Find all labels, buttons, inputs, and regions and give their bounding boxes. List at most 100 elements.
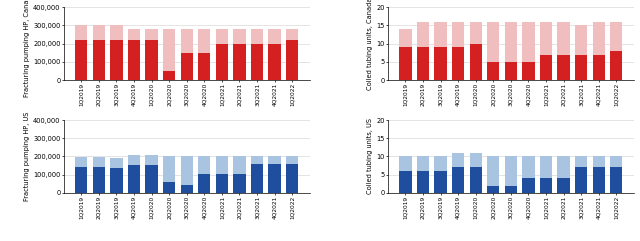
Bar: [110, 168, 123, 193]
Bar: [540, 22, 552, 54]
Bar: [487, 156, 499, 186]
Bar: [234, 29, 246, 44]
Bar: [593, 156, 605, 167]
Bar: [251, 155, 263, 164]
Bar: [93, 40, 105, 80]
Bar: [557, 178, 570, 193]
Bar: [145, 29, 158, 40]
Bar: [75, 157, 88, 167]
Bar: [216, 44, 228, 80]
Bar: [575, 156, 588, 167]
Bar: [269, 155, 281, 164]
Bar: [452, 153, 464, 167]
Bar: [557, 54, 570, 80]
Bar: [110, 40, 123, 80]
Bar: [417, 47, 429, 80]
Bar: [470, 153, 482, 167]
Bar: [145, 165, 158, 193]
Bar: [234, 155, 246, 174]
Bar: [234, 44, 246, 80]
Bar: [145, 154, 158, 165]
Bar: [593, 54, 605, 80]
Bar: [216, 174, 228, 193]
Bar: [128, 165, 140, 193]
Bar: [128, 29, 140, 40]
Bar: [470, 167, 482, 193]
Bar: [487, 186, 499, 193]
Bar: [575, 25, 588, 54]
Bar: [610, 156, 623, 167]
Bar: [251, 44, 263, 80]
Bar: [610, 167, 623, 193]
Bar: [522, 22, 534, 62]
Bar: [557, 22, 570, 54]
Bar: [557, 156, 570, 178]
Y-axis label: Fracturing pumping HP, Canada: Fracturing pumping HP, Canada: [24, 0, 30, 97]
Bar: [269, 164, 281, 193]
Bar: [540, 156, 552, 178]
Bar: [399, 29, 412, 47]
Bar: [575, 167, 588, 193]
Bar: [163, 155, 175, 182]
Bar: [75, 25, 88, 40]
Bar: [286, 29, 298, 40]
Bar: [216, 29, 228, 44]
Bar: [593, 22, 605, 54]
Bar: [180, 155, 193, 185]
Bar: [198, 53, 211, 80]
Bar: [286, 40, 298, 80]
Bar: [163, 29, 175, 71]
Bar: [540, 54, 552, 80]
Bar: [198, 156, 211, 174]
Bar: [93, 25, 105, 40]
Bar: [435, 171, 447, 193]
Bar: [487, 62, 499, 80]
Bar: [435, 22, 447, 47]
Bar: [487, 22, 499, 62]
Bar: [269, 29, 281, 44]
Bar: [452, 167, 464, 193]
Bar: [522, 178, 534, 193]
Bar: [505, 22, 517, 62]
Bar: [180, 185, 193, 193]
Bar: [505, 156, 517, 186]
Bar: [505, 62, 517, 80]
Bar: [435, 47, 447, 80]
Bar: [399, 156, 412, 171]
Bar: [128, 40, 140, 80]
Bar: [435, 156, 447, 171]
Bar: [163, 71, 175, 80]
Bar: [163, 182, 175, 193]
Bar: [128, 154, 140, 165]
Bar: [75, 167, 88, 193]
Bar: [198, 174, 211, 193]
Bar: [286, 155, 298, 164]
Bar: [216, 155, 228, 174]
Bar: [417, 22, 429, 47]
Bar: [234, 174, 246, 193]
Bar: [452, 22, 464, 47]
Bar: [198, 29, 211, 53]
Y-axis label: Coiled tubing units, US: Coiled tubing units, US: [367, 118, 373, 194]
Bar: [522, 156, 534, 178]
Bar: [269, 44, 281, 80]
Y-axis label: Coiled tubing units, Canada: Coiled tubing units, Canada: [367, 0, 373, 90]
Bar: [180, 53, 193, 80]
Bar: [522, 62, 534, 80]
Bar: [540, 178, 552, 193]
Bar: [93, 167, 105, 193]
Bar: [575, 54, 588, 80]
Bar: [145, 40, 158, 80]
Y-axis label: Fracturing pumping HP, US: Fracturing pumping HP, US: [24, 112, 30, 201]
Bar: [180, 29, 193, 53]
Bar: [399, 171, 412, 193]
Bar: [93, 157, 105, 167]
Bar: [286, 164, 298, 193]
Bar: [470, 22, 482, 44]
Bar: [610, 22, 623, 51]
Bar: [251, 164, 263, 193]
Bar: [417, 171, 429, 193]
Bar: [452, 47, 464, 80]
Bar: [593, 167, 605, 193]
Bar: [505, 186, 517, 193]
